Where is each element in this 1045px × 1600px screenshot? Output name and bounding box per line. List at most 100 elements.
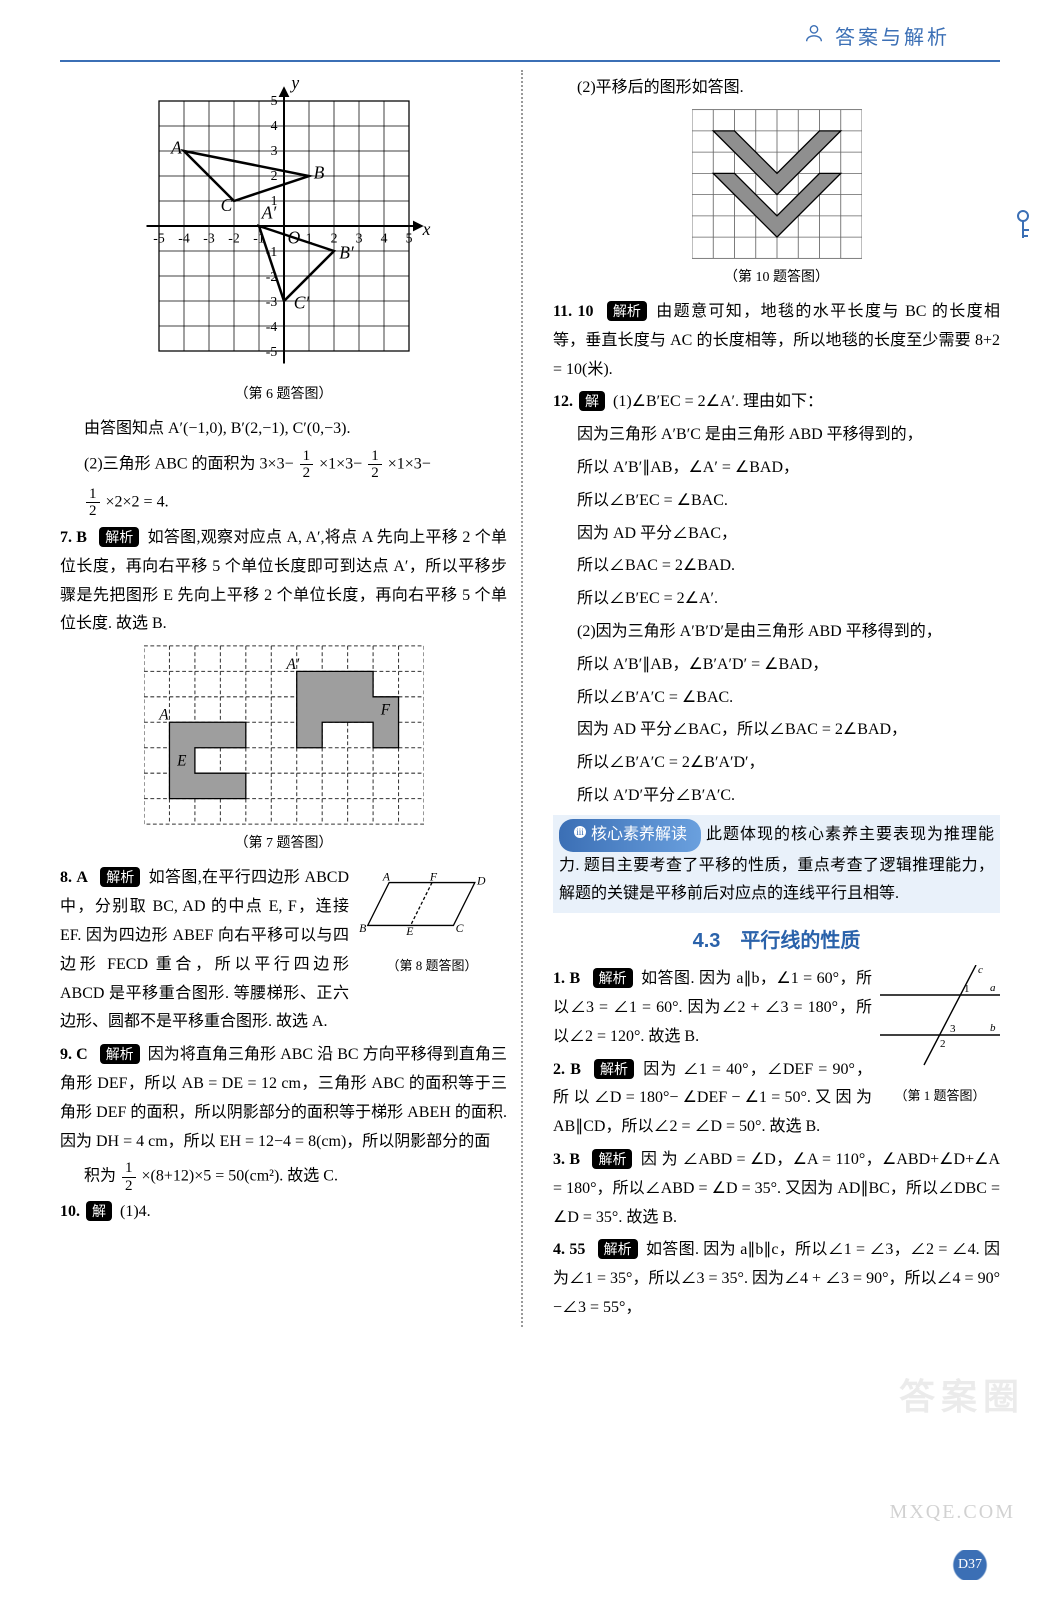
svg-text:O: O xyxy=(287,228,300,248)
jiexi-tag: 解析 xyxy=(594,1059,634,1079)
q12-8: (2)因为三角形 A′B′D′是由三角形 ABD 平移得到的， xyxy=(553,618,1000,647)
core-title-text: 核心素养解读 xyxy=(591,826,687,843)
q11-ans: 10 xyxy=(578,303,594,320)
q4r-ans: 55 xyxy=(569,1241,585,1258)
svg-text:4: 4 xyxy=(270,118,277,133)
svg-text:-2: -2 xyxy=(265,269,277,284)
q7: 7. B 解析 如答图,观察对应点 A, A′,将点 A 先向上平移 2 个单位… xyxy=(60,524,507,639)
svg-text:x: x xyxy=(421,219,430,239)
text: (2)三角形 ABC 的面积为 3×3− xyxy=(84,456,294,473)
q10-2: (2)平移后的图形如答图. xyxy=(553,74,1000,103)
svg-text:1: 1 xyxy=(964,983,970,995)
svg-text:-1: -1 xyxy=(253,230,265,245)
header-title: 答案与解析 xyxy=(835,20,950,56)
q3r: 3. B 解析 因 为 ∠ABD = ∠D，∠A = 110°，∠ABD+∠D+… xyxy=(553,1146,1000,1232)
text: 积为 xyxy=(84,1168,116,1185)
watermark: 答案圈 xyxy=(899,1365,1025,1430)
q6-line-c: 12 ×2×2 = 4. xyxy=(60,486,507,520)
figure-7-caption: （第 7 题答图） xyxy=(60,831,507,856)
q12-1: (1)∠B′EC = 2∠A′. 理由如下： xyxy=(613,393,823,410)
figure-1r-caption: （第 1 题答图） xyxy=(880,1084,1000,1107)
q8-ans: A xyxy=(76,869,88,886)
core-title: iii 核心素养解读 xyxy=(559,819,701,852)
jiexi-tag: 解析 xyxy=(607,301,647,321)
left-column: ABC A′B′C′ Oxy -5-4-3-2-1 12345 12345 -1… xyxy=(60,70,523,1327)
url-watermark: MXQE.COM xyxy=(890,1494,1015,1530)
text: ×(8+12)×5 = 50(cm²). 故选 C. xyxy=(142,1168,338,1185)
text: ×1×3− xyxy=(388,456,431,473)
svg-text:-4: -4 xyxy=(265,319,277,334)
svg-text:C′: C′ xyxy=(293,293,310,313)
figure-1r: abc 1 3 2 （第 1 题答图） xyxy=(880,965,1000,1108)
q12-7: 所以∠B′EC = 2∠A′. xyxy=(553,585,1000,614)
q10-text: (1)4. xyxy=(120,1203,151,1220)
svg-text:-4: -4 xyxy=(178,230,190,245)
jiexi-tag: 解析 xyxy=(592,1149,632,1169)
key-icon xyxy=(1013,210,1033,253)
svg-text:B′: B′ xyxy=(339,243,355,263)
person-icon xyxy=(803,22,825,54)
svg-text:B: B xyxy=(313,163,324,183)
q12-10: 所以∠B′A′C = ∠BAC. xyxy=(553,684,1000,713)
q9-num: 9. xyxy=(60,1046,72,1063)
q10: 10. 解 (1)4. xyxy=(60,1198,507,1227)
svg-text:C: C xyxy=(220,195,232,215)
jiexi-tag: 解析 xyxy=(598,1239,638,1259)
svg-text:-5: -5 xyxy=(265,344,277,359)
q7-num: 7. xyxy=(60,529,72,546)
svg-text:b: b xyxy=(990,1022,996,1034)
q7-ans: B xyxy=(76,529,87,546)
svg-text:1: 1 xyxy=(305,230,312,245)
jiexi-tag: 解析 xyxy=(593,968,633,988)
q12: 12. 解 (1)∠B′EC = 2∠A′. 理由如下： xyxy=(553,388,1000,417)
svg-text:y: y xyxy=(289,76,299,93)
jie-tag: 解 xyxy=(86,1201,112,1221)
page-header: 答案与解析 xyxy=(60,20,1000,62)
q12-11: 因为 AD 平分∠BAC，所以∠BAC = 2∠BAD， xyxy=(553,716,1000,745)
q6-line-a: 由答图知点 A′(−1,0), B′(2,−1), C′(0,−3). xyxy=(60,415,507,444)
svg-text:B: B xyxy=(359,922,366,935)
q1r-ans: B xyxy=(569,970,580,987)
svg-text:A: A xyxy=(158,707,169,724)
q9b: 积为 12 ×(8+12)×5 = 50(cm²). 故选 C. xyxy=(60,1160,507,1194)
jiexi-tag: 解析 xyxy=(100,867,140,887)
svg-text:A: A xyxy=(382,871,391,884)
svg-text:2: 2 xyxy=(940,1038,946,1050)
q2r-num: 2. xyxy=(553,1061,565,1078)
q12-9: 所以 A′B′∥AB，∠B′A′D′ = ∠BAD， xyxy=(553,651,1000,680)
svg-text:5: 5 xyxy=(405,230,412,245)
q12-5: 因为 AD 平分∠BAC， xyxy=(553,520,1000,549)
svg-text:1: 1 xyxy=(270,193,277,208)
text: ×2×2 = 4. xyxy=(106,494,169,511)
q12-num: 12. xyxy=(553,393,573,410)
svg-text:E: E xyxy=(176,753,187,770)
figure-6-caption: （第 6 题答图） xyxy=(60,382,507,407)
q11: 11. 10 解析 由题意可知，地毯的水平长度与 BC 的长度相等，垂直长度与 … xyxy=(553,298,1000,384)
q8-num: 8. xyxy=(60,869,72,886)
figure-10 xyxy=(553,109,1000,259)
q10-num: 10. xyxy=(60,1203,80,1220)
svg-text:5: 5 xyxy=(270,93,277,108)
q3r-num: 3. xyxy=(553,1151,565,1168)
q6-line-b: (2)三角形 ABC 的面积为 3×3− 12 ×1×3− 12 ×1×3− xyxy=(60,448,507,482)
q9-ans: C xyxy=(76,1046,88,1063)
svg-text:F: F xyxy=(379,702,390,719)
q12-4: 所以∠B′EC = ∠BAC. xyxy=(553,487,1000,516)
q12-6: 所以∠BAC = 2∠BAD. xyxy=(553,552,1000,581)
figure-7: AA′ EF xyxy=(60,645,507,825)
q8-text: 如答图,在平行四边形 ABCD 中，分别取 BC, AD 的中点 E, F，连接… xyxy=(60,869,349,1030)
svg-text:-3: -3 xyxy=(265,294,277,309)
q12-12: 所以∠B′A′C = 2∠B′A′D′， xyxy=(553,749,1000,778)
svg-text:2: 2 xyxy=(330,230,337,245)
figure-8-caption: （第 8 题答图） xyxy=(357,954,507,977)
svg-text:A: A xyxy=(170,138,182,158)
figure-8: AFD BEC （第 8 题答图） xyxy=(357,864,507,977)
figure-10-caption: （第 10 题答图） xyxy=(553,265,1000,290)
svg-text:F: F xyxy=(429,871,438,884)
q8: AFD BEC （第 8 题答图） 8. A 解析 如答图,在平行四边形 ABC… xyxy=(60,864,507,1037)
figure-6: ABC A′B′C′ Oxy -5-4-3-2-1 12345 12345 -1… xyxy=(60,76,507,376)
circle-icon: iii xyxy=(573,821,587,850)
q4r: 4. 55 解析 如答图. 因为 a∥b∥c，所以∠1 = ∠3，∠2 = ∠4… xyxy=(553,1236,1000,1322)
svg-text:-5: -5 xyxy=(153,230,165,245)
svg-text:-1: -1 xyxy=(265,244,277,259)
